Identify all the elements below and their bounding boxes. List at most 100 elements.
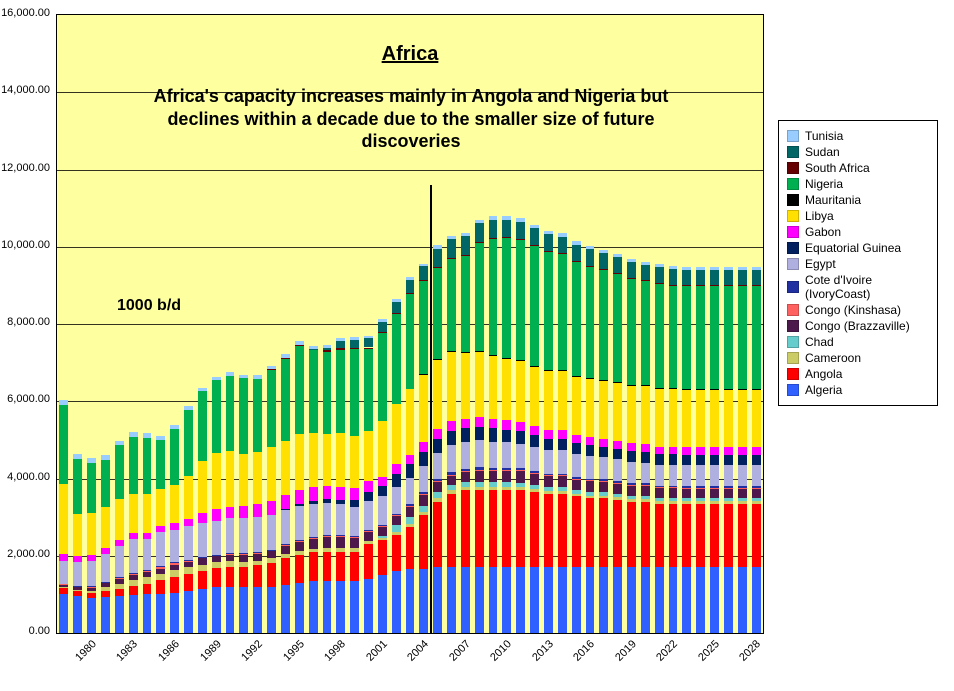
bar-segment xyxy=(392,302,401,314)
legend-label: Tunisia xyxy=(805,129,843,143)
legend-item: South Africa xyxy=(787,161,929,175)
bar-segment xyxy=(682,504,691,568)
bar-segment xyxy=(212,509,221,520)
bar-segment xyxy=(641,444,650,452)
bar-segment xyxy=(627,443,636,451)
bar-segment xyxy=(710,465,719,486)
bar-segment xyxy=(309,549,318,552)
legend-swatch xyxy=(787,384,799,396)
bar-segment xyxy=(516,422,525,431)
bar-segment xyxy=(669,285,678,286)
bar-segment xyxy=(253,553,262,560)
bar-segment xyxy=(752,486,761,488)
bar-segment xyxy=(752,567,761,633)
bar-segment xyxy=(752,267,761,270)
bar-segment xyxy=(530,473,539,474)
bar-segment xyxy=(627,259,636,262)
bar-segment xyxy=(613,383,622,441)
bar-segment xyxy=(696,286,705,388)
bar-segment xyxy=(323,434,332,486)
bar-segment xyxy=(724,389,733,447)
bar-segment xyxy=(669,454,678,464)
bar-segment xyxy=(87,561,96,586)
bar-segment xyxy=(738,567,747,633)
bar-segment xyxy=(281,509,290,510)
legend-item: Cote d'Ivoire (IvoryCoast) xyxy=(787,273,929,301)
bar-segment xyxy=(641,485,650,486)
x-tick-label: 2028 xyxy=(738,638,764,664)
bar-segment xyxy=(364,481,373,493)
bar-segment xyxy=(516,468,525,470)
bar-segment xyxy=(433,482,442,492)
bar-segment xyxy=(613,274,622,382)
bar-segment xyxy=(212,587,221,633)
bar-segment xyxy=(696,465,705,486)
bar-segment xyxy=(419,374,428,375)
bar-segment xyxy=(475,567,484,633)
bar-segment xyxy=(239,375,248,378)
bar-segment xyxy=(378,527,387,536)
bar-segment xyxy=(447,567,456,633)
bar-segment xyxy=(129,539,138,573)
bar-segment xyxy=(586,492,595,496)
bar-segment xyxy=(419,492,428,494)
bar-segment xyxy=(350,349,359,436)
bar-segment xyxy=(655,498,664,501)
bar-segment xyxy=(710,486,719,488)
bar-segment xyxy=(419,452,428,466)
bar-segment xyxy=(599,250,608,253)
bar-segment xyxy=(156,566,165,567)
bar-segment xyxy=(115,441,124,445)
bar-segment xyxy=(336,552,345,581)
bar-segment xyxy=(392,313,401,314)
bar-segment xyxy=(419,506,428,512)
bar-segment xyxy=(115,540,124,546)
bar-segment xyxy=(253,504,262,517)
y-tick-label: 14,000.00 xyxy=(0,84,50,96)
bar-segment xyxy=(143,570,152,571)
bar-segment xyxy=(212,377,221,381)
bar-segment xyxy=(752,501,761,503)
bar-segment xyxy=(682,389,691,447)
bar-segment xyxy=(655,283,664,284)
y-tick-label: 10,000.00 xyxy=(0,239,50,251)
bar-segment xyxy=(475,490,484,567)
bar-segment xyxy=(461,353,470,419)
bar-segment xyxy=(115,445,124,499)
bar-segment xyxy=(170,577,179,593)
bar-segment xyxy=(572,490,581,494)
bar-segment xyxy=(530,246,539,366)
legend-item: Nigeria xyxy=(787,177,929,191)
bar-segment xyxy=(406,293,415,294)
bar-segment xyxy=(115,596,124,633)
bar-segment xyxy=(170,562,179,563)
bar-segment xyxy=(143,433,152,437)
bar-segment xyxy=(295,551,304,555)
bar-segment xyxy=(364,531,373,532)
bar-segment xyxy=(433,498,442,501)
bar-segment xyxy=(59,594,68,633)
bar-segment xyxy=(392,515,401,516)
bar-segment xyxy=(530,426,539,435)
bar-segment xyxy=(724,486,733,488)
bar-segment xyxy=(198,523,207,557)
bar-segment xyxy=(682,486,691,488)
bar-segment xyxy=(586,456,595,478)
bar-segment xyxy=(516,239,525,240)
x-tick-label: 2013 xyxy=(530,638,556,664)
bar-segment xyxy=(738,267,747,270)
bar-segment xyxy=(323,345,332,348)
x-tick-label: 2025 xyxy=(696,638,722,664)
bar-segment xyxy=(336,433,345,487)
bar-segment xyxy=(378,486,387,496)
legend-label: Cameroon xyxy=(805,351,861,365)
bar-segment xyxy=(73,556,82,562)
bar-segment xyxy=(59,400,68,405)
bar-segment xyxy=(406,294,415,389)
bar-segment xyxy=(253,375,262,378)
bar-segment xyxy=(239,378,248,453)
bar-segment xyxy=(502,216,511,219)
bar-segment xyxy=(738,501,747,503)
bar-segment xyxy=(378,319,387,322)
bar-segment xyxy=(738,389,747,447)
